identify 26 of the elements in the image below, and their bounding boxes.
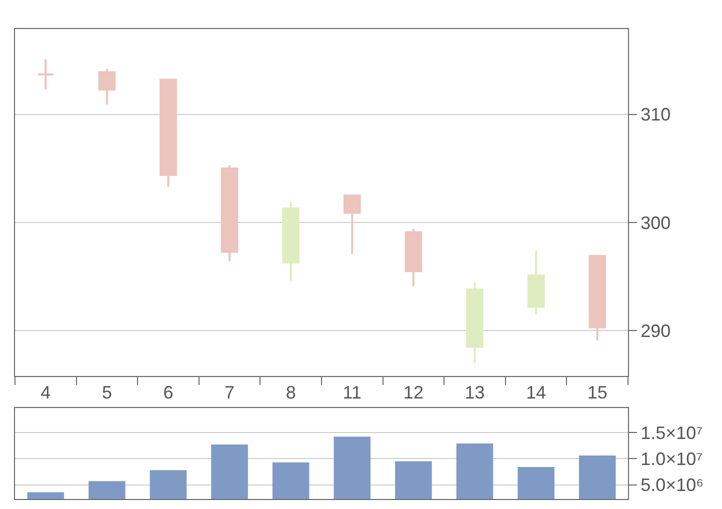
x-tick-label: 15 (587, 382, 608, 403)
x-tick-label: 12 (403, 382, 424, 403)
x-tick-label: 11 (342, 382, 362, 403)
candlestick (588, 254, 606, 342)
y-tick-label: 1.5×10⁷ (640, 422, 703, 443)
candlestick (404, 228, 422, 288)
y-tick-label: 290 (640, 320, 671, 341)
x-tick-label: 14 (526, 382, 546, 403)
candlestick (220, 164, 238, 262)
x-tick-label: 13 (464, 382, 485, 403)
x-tick-label: 5 (102, 382, 112, 403)
x-tick-label: 8 (286, 382, 296, 403)
candlestick (282, 200, 300, 282)
candlestick (466, 282, 484, 364)
y-tick-label: 5.0×10⁶ (640, 475, 704, 496)
x-tick-label: 4 (40, 382, 51, 403)
y-tick-label: 1.0×10⁷ (640, 448, 703, 469)
candlestick (160, 78, 177, 188)
y-tick-label: 310 (640, 104, 671, 125)
y-tick-label: 300 (640, 212, 671, 233)
candlestick (343, 193, 361, 255)
candlestick (36, 58, 54, 91)
candlestick (527, 250, 545, 316)
x-tick-label: 7 (224, 382, 235, 403)
candlestick (98, 68, 116, 106)
x-tick-label: 6 (163, 382, 174, 403)
